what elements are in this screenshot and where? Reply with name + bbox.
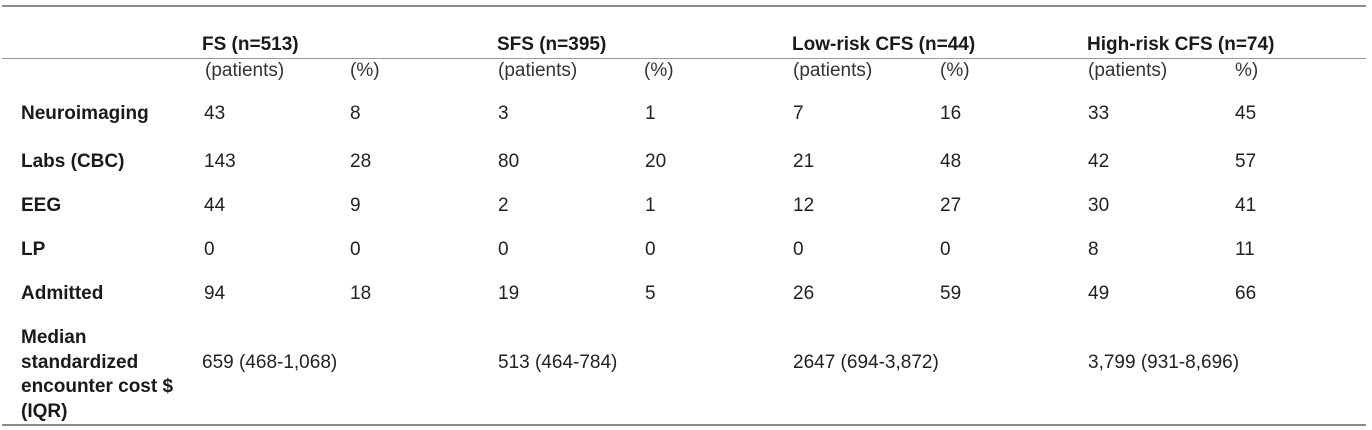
table-cell: 16 bbox=[940, 103, 962, 124]
row-label-median-cost: Median standardized encounter cost $ (IQ… bbox=[21, 327, 174, 422]
table-cell: 28 bbox=[350, 151, 372, 172]
group-header-sfs: SFS (n=395) bbox=[497, 34, 607, 55]
table-cell: 19 bbox=[498, 283, 520, 304]
table-cell: 27 bbox=[940, 195, 962, 216]
table-bottom-rule bbox=[2, 424, 1366, 426]
table-cell: 57 bbox=[1235, 151, 1257, 172]
table-cell: 0 bbox=[645, 239, 656, 260]
table-cell: 48 bbox=[940, 151, 962, 172]
table-cell: 1 bbox=[645, 103, 656, 124]
table-cell: 7 bbox=[793, 103, 804, 124]
table-cell: 20 bbox=[645, 151, 667, 172]
table-cell: 11 bbox=[1235, 239, 1255, 260]
table-cell: 0 bbox=[350, 239, 361, 260]
header-rule bbox=[2, 58, 1366, 59]
table-cell-cost-low-risk: 2647 (694-3,872) bbox=[793, 352, 939, 373]
row-label-lp: LP bbox=[21, 239, 46, 260]
table-cell: 21 bbox=[793, 151, 815, 172]
table-cell: 30 bbox=[1088, 195, 1110, 216]
group-header-low-risk-cfs: Low-risk CFS (n=44) bbox=[792, 34, 976, 55]
subheader-high-risk-percent: %) bbox=[1235, 60, 1259, 81]
table-cell: 94 bbox=[204, 283, 226, 304]
table-cell-cost-sfs: 513 (464-784) bbox=[498, 352, 618, 373]
subheader-low-risk-percent: (%) bbox=[940, 60, 970, 81]
row-label-neuroimaging: Neuroimaging bbox=[21, 103, 149, 124]
table-cell: 9 bbox=[350, 195, 361, 216]
table-cell: 143 bbox=[204, 151, 236, 172]
group-header-high-risk-cfs: High-risk CFS (n=74) bbox=[1087, 34, 1275, 55]
subheader-fs-percent: (%) bbox=[350, 60, 380, 81]
table-cell: 0 bbox=[204, 239, 215, 260]
subheader-low-risk-patients: (patients) bbox=[793, 60, 873, 81]
table-cell: 59 bbox=[940, 283, 962, 304]
subheader-high-risk-patients: (patients) bbox=[1088, 60, 1168, 81]
table-cell: 80 bbox=[498, 151, 520, 172]
table-cell: 0 bbox=[793, 239, 804, 260]
table-cell: 5 bbox=[645, 283, 656, 304]
table-cell: 0 bbox=[940, 239, 951, 260]
row-label-admitted: Admitted bbox=[21, 283, 104, 304]
table-cell: 42 bbox=[1088, 151, 1110, 172]
group-header-fs: FS (n=513) bbox=[202, 34, 299, 55]
table-cell: 33 bbox=[1088, 103, 1110, 124]
table-cell: 2 bbox=[498, 195, 509, 216]
row-label-eeg: EEG bbox=[21, 195, 62, 216]
table-cell: 12 bbox=[793, 195, 815, 216]
table-cell: 41 bbox=[1235, 195, 1257, 216]
table-cell: 26 bbox=[793, 283, 815, 304]
table-cell: 0 bbox=[498, 239, 509, 260]
table-top-rule bbox=[2, 5, 1366, 7]
table-cell: 8 bbox=[1088, 239, 1099, 260]
subheader-fs-patients: (patients) bbox=[205, 60, 285, 81]
table-cell: 3 bbox=[498, 103, 509, 124]
table-cell: 1 bbox=[645, 195, 656, 216]
table-cell: 49 bbox=[1088, 283, 1110, 304]
table-cell: 66 bbox=[1235, 283, 1257, 304]
table-cell-cost-high-risk: 3,799 (931-8,696) bbox=[1088, 352, 1240, 373]
row-label-labs-cbc: Labs (CBC) bbox=[21, 151, 125, 172]
table-cell: 18 bbox=[350, 283, 372, 304]
subheader-sfs-percent: (%) bbox=[644, 60, 674, 81]
subheader-sfs-patients: (patients) bbox=[498, 60, 578, 81]
table-cell: 43 bbox=[204, 103, 226, 124]
table-cell-cost-fs: 659 (468-1,068) bbox=[202, 352, 338, 373]
table-cell: 44 bbox=[204, 195, 226, 216]
table-cell: 8 bbox=[350, 103, 361, 124]
table-cell: 45 bbox=[1235, 103, 1257, 124]
